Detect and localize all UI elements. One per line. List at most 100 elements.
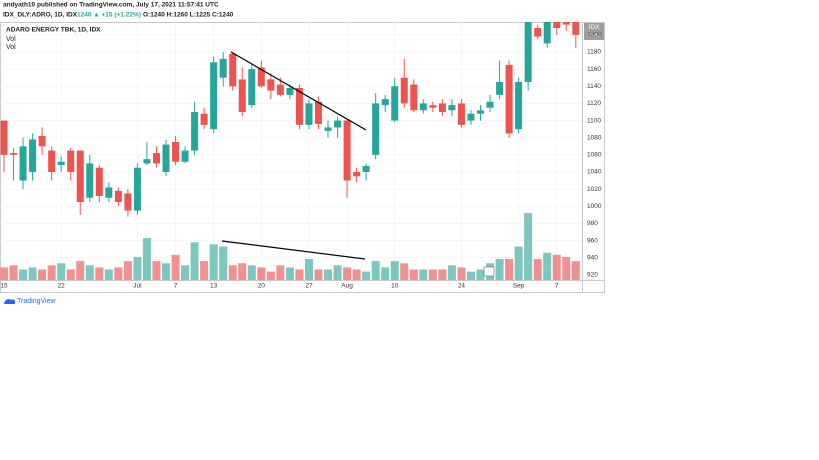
- x-tick-label: 10: [391, 283, 399, 290]
- candle-body: [429, 105, 437, 108]
- candle-body: [210, 62, 218, 130]
- volume-bar: [257, 267, 266, 280]
- candle-body: [410, 84, 418, 111]
- chart-frame: [0, 22, 605, 293]
- candle-body: [105, 187, 113, 198]
- y-tick-label: 1020: [587, 186, 602, 193]
- volume-bar: [123, 261, 132, 280]
- x-tick-label: 20: [258, 283, 266, 290]
- candle-body: [276, 84, 284, 95]
- x-tick-label: 13: [210, 283, 218, 290]
- volume-bar: [95, 267, 104, 280]
- candle-body: [95, 167, 103, 196]
- volume-bar: [85, 265, 94, 280]
- volume-bar: [409, 269, 418, 280]
- candle-body: [219, 58, 227, 78]
- candle-body: [191, 112, 199, 151]
- volume-bar: [447, 265, 456, 280]
- volume-bar: [314, 269, 323, 280]
- price-tag-value: 1240: [587, 32, 602, 39]
- candle-body: [286, 88, 294, 95]
- publisher: andyath10 published on TradingView.com, …: [3, 2, 219, 9]
- y-tick-label: 940: [587, 254, 598, 261]
- volume-bar: [47, 265, 56, 280]
- candle-body: [467, 113, 475, 121]
- volume-bar: [343, 267, 352, 280]
- volume-bar: [152, 261, 161, 280]
- volume-bar: [533, 259, 542, 280]
- volume-bar: [466, 271, 475, 280]
- volume-bar: [543, 252, 552, 280]
- volume-bar: [362, 271, 371, 280]
- candle-body: [257, 67, 265, 87]
- volume-bar: [181, 265, 190, 280]
- y-tick-label: 1000: [587, 203, 602, 210]
- y-tick-label: 1140: [587, 83, 601, 90]
- volume-bar: [171, 254, 180, 280]
- y-tick-label: 1040: [587, 169, 602, 176]
- volume-bar: [505, 259, 514, 280]
- volume-bar: [28, 267, 37, 280]
- volume-bar: [552, 254, 561, 280]
- volume-bar: [495, 259, 504, 280]
- candle-body: [200, 113, 208, 125]
- candle-body: [353, 172, 361, 177]
- volume-bar: [142, 238, 151, 280]
- volume-bar: [285, 267, 294, 280]
- candle-body: [486, 101, 494, 108]
- y-tick-label: 1080: [587, 134, 602, 141]
- candle-body: [305, 103, 313, 125]
- volume-pane: [0, 212, 580, 280]
- volume-bar: [457, 267, 466, 280]
- candle-body: [324, 127, 332, 131]
- volume-bar: [133, 256, 142, 280]
- candle-body: [334, 120, 342, 128]
- candle-body: [76, 150, 84, 202]
- candle-body: [477, 110, 484, 114]
- volume-bar: [9, 265, 18, 280]
- candle-body: [381, 99, 389, 106]
- brand: TradingView: [17, 298, 56, 305]
- candle-body: [267, 79, 275, 91]
- candle-body: [391, 86, 399, 121]
- volume-bar: [324, 269, 333, 280]
- indicator-label: Vol: [6, 44, 16, 51]
- volume-bar: [438, 269, 447, 280]
- volume-bar: [38, 269, 47, 280]
- y-tick-label: 920: [587, 272, 598, 279]
- volume-bar: [562, 256, 571, 280]
- volume-bar: [304, 259, 313, 280]
- volume-bar: [104, 269, 113, 280]
- y-tick-label: 980: [587, 220, 598, 227]
- volume-bar: [400, 263, 409, 280]
- candle-body: [67, 150, 75, 172]
- volume-bar: [238, 263, 247, 280]
- candle-body: [38, 136, 46, 147]
- volume-bar: [162, 263, 171, 280]
- x-tick-label: 7: [174, 283, 178, 290]
- change: 1240 ▲ +15 (+1.22%): [77, 12, 141, 19]
- candle-body: [238, 79, 246, 112]
- candle-body: [524, 22, 532, 82]
- candle-body: [553, 22, 561, 28]
- ohlc: O:1240 H:1260 L:1225 C:1240: [143, 12, 234, 19]
- x-tick-label: 15: [0, 283, 8, 290]
- volume-bar: [19, 269, 28, 280]
- candle-body: [438, 103, 446, 112]
- brand-logo: [4, 299, 15, 304]
- y-tick-label: 1060: [587, 152, 602, 159]
- chart-title: ADARO ENERGY TBK, 1D, IDX: [6, 27, 101, 34]
- candle-body: [362, 166, 370, 172]
- candle-body: [0, 120, 8, 155]
- volume-bar: [114, 267, 123, 280]
- trend-line: [230, 51, 367, 131]
- candle-body: [314, 101, 322, 124]
- candle-body: [515, 82, 523, 130]
- price-tag: [584, 23, 604, 40]
- candle-body: [86, 163, 94, 198]
- x-tick-label: 22: [58, 283, 66, 290]
- volume-bar: [228, 265, 237, 280]
- volume-bar: [295, 269, 304, 280]
